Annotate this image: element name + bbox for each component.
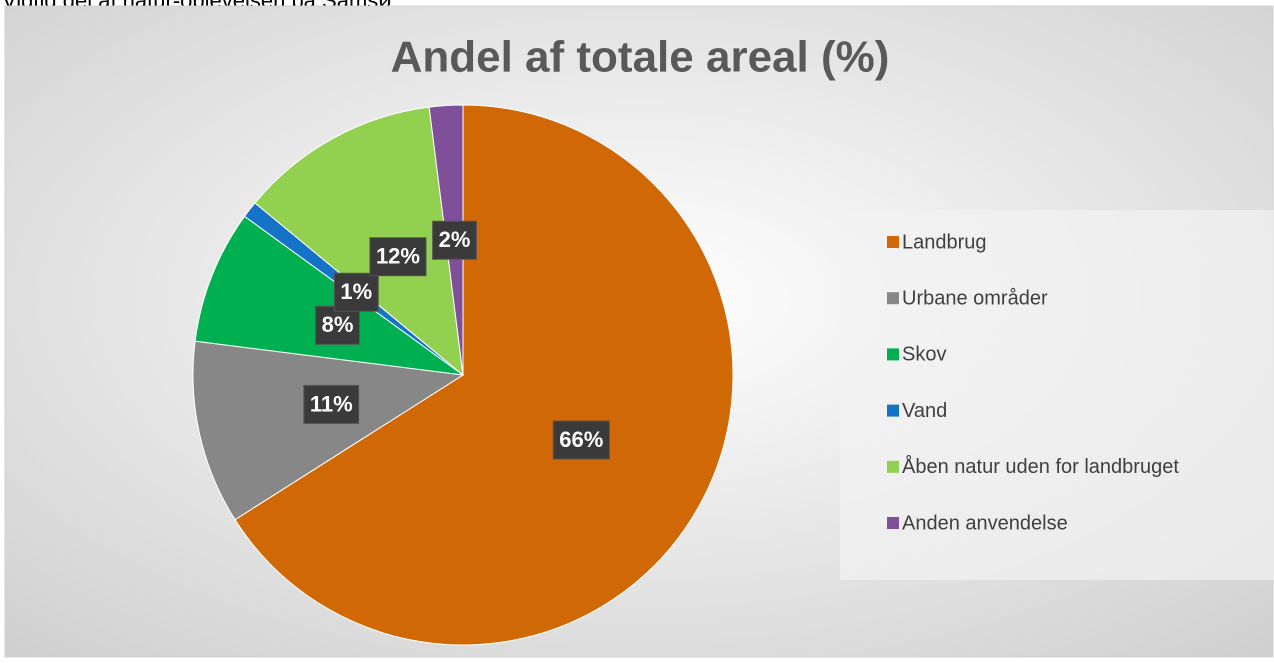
legend-box <box>840 210 1274 580</box>
legend-swatch <box>887 236 899 248</box>
legend-swatch <box>887 348 899 361</box>
data-label: 2% <box>439 227 471 252</box>
chart-title: Andel af totale areal (%) <box>391 33 890 82</box>
pie-slice <box>194 215 464 376</box>
data-label: 66% <box>559 427 603 452</box>
legend-label: Skov <box>902 344 946 366</box>
data-label: 12% <box>376 244 420 269</box>
data-label-box <box>369 237 427 277</box>
legend-swatch <box>887 292 899 305</box>
data-label: 11% <box>310 391 353 416</box>
data-label: 1% <box>340 279 372 304</box>
legend-label: Urbane områder <box>902 287 1048 309</box>
legend-label: Vand <box>902 400 947 422</box>
legend-label: Anden anvendelse <box>902 512 1068 534</box>
data-label-box <box>303 384 360 424</box>
pie-slice <box>234 104 734 646</box>
data-label-box <box>333 272 379 312</box>
legend-label: Åben natur uden for landbruget <box>902 455 1179 478</box>
data-label-box <box>432 220 477 260</box>
legend-swatch <box>887 404 899 417</box>
data-label-box <box>552 420 610 460</box>
legend-label: Landbrug <box>902 231 987 253</box>
pie-slice <box>254 106 464 377</box>
legend-swatch <box>887 517 899 529</box>
data-label-box <box>315 305 360 345</box>
data-label: 8% <box>322 312 354 337</box>
legend-swatch <box>887 460 899 473</box>
pie-slice <box>192 340 465 521</box>
